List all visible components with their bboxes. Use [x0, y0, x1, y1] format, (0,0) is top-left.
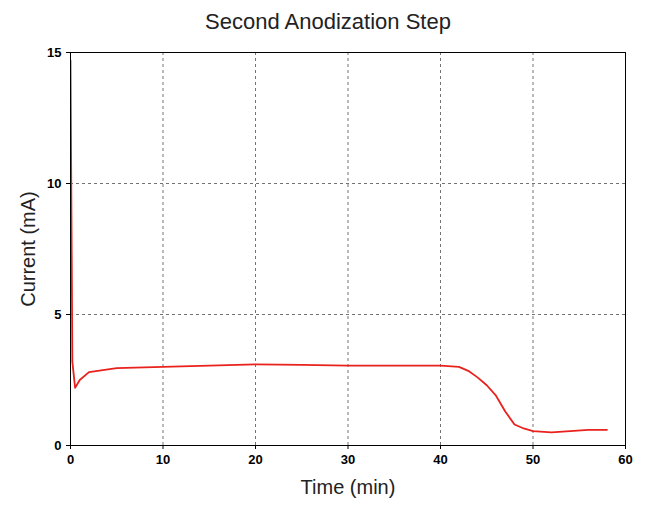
- svg-text:0: 0: [67, 452, 74, 467]
- svg-text:30: 30: [341, 452, 355, 467]
- svg-text:40: 40: [433, 452, 447, 467]
- svg-text:10: 10: [156, 452, 170, 467]
- svg-text:20: 20: [248, 452, 262, 467]
- svg-text:50: 50: [526, 452, 540, 467]
- svg-text:15: 15: [47, 45, 61, 60]
- svg-text:Current (mA): Current (mA): [17, 191, 39, 307]
- svg-text:10: 10: [47, 176, 61, 191]
- svg-text:Time (min): Time (min): [301, 476, 396, 498]
- svg-text:60: 60: [618, 452, 632, 467]
- svg-text:0: 0: [54, 438, 61, 453]
- svg-text:5: 5: [54, 307, 61, 322]
- html-text:Second Anodization Step: Second Anodization Step: [205, 9, 451, 34]
